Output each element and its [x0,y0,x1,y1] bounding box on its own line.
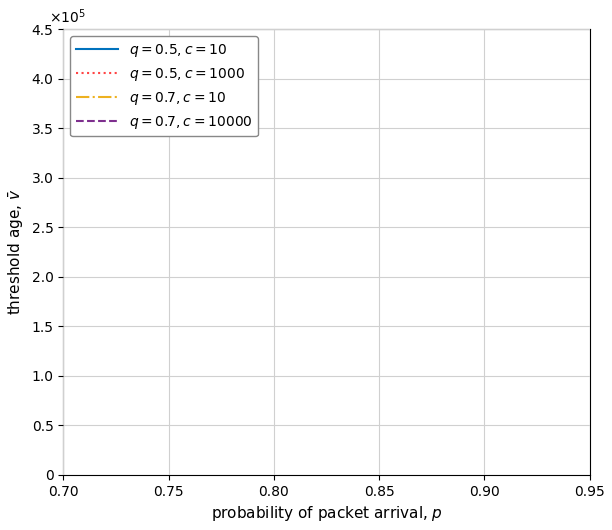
Y-axis label: threshold age, $\bar{v}$: threshold age, $\bar{v}$ [7,189,26,315]
Text: $\times 10^5$: $\times 10^5$ [50,7,86,25]
X-axis label: probability of packet arrival, $p$: probability of packet arrival, $p$ [211,504,442,523]
Legend: $q = 0.5, c = 10$, $q = 0.5, c = 1000$, $q = 0.7, c = 10$, $q = 0.7, c = 10000$: $q = 0.5, c = 10$, $q = 0.5, c = 1000$, … [70,37,258,136]
